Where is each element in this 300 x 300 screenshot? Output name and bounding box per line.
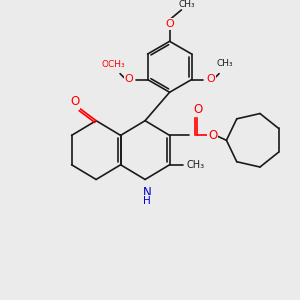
Text: H: H (143, 196, 151, 206)
Text: O: O (206, 74, 215, 84)
Text: O: O (165, 19, 174, 29)
Text: CH₃: CH₃ (179, 0, 196, 9)
Text: OCH₃: OCH₃ (101, 60, 125, 69)
Text: CH₃: CH₃ (186, 160, 204, 170)
Text: O: O (70, 94, 79, 108)
Text: N: N (143, 186, 152, 199)
Text: O: O (194, 103, 202, 116)
Text: O: O (124, 74, 133, 84)
Text: O: O (208, 129, 217, 142)
Text: CH₃: CH₃ (217, 59, 233, 68)
